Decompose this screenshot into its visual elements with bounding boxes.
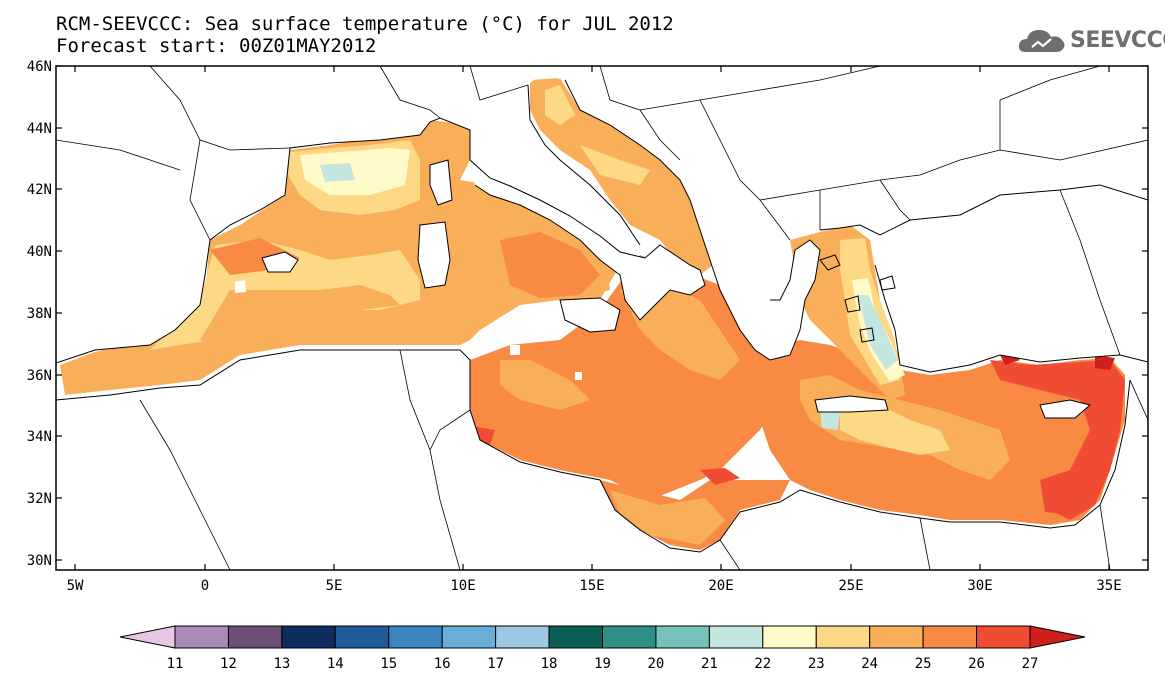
lat-label: 46N — [27, 59, 52, 75]
lat-label: 30N — [27, 553, 52, 569]
lat-label: 32N — [27, 491, 52, 507]
lat-label: 38N — [27, 306, 52, 322]
seevccc-logo: SEEVCCC — [1018, 26, 1165, 56]
lat-label: 36N — [27, 368, 52, 384]
lon-label: 15E — [579, 578, 604, 594]
lon-label: 0 — [201, 578, 209, 594]
cloud-icon — [1018, 30, 1065, 52]
colorbar-swatch — [334, 625, 390, 649]
colorbar-label: 26 — [968, 656, 985, 672]
colorbar-label: 21 — [701, 656, 718, 672]
colorbar-swatch — [922, 625, 978, 649]
colorbar-label: 13 — [273, 656, 290, 672]
colorbar-swatch — [227, 625, 283, 649]
colorbar-swatch — [388, 625, 443, 649]
forecast-start-label: Forecast start: 00Z01MAY2012 — [56, 35, 377, 57]
colorbar-label: 23 — [808, 656, 825, 672]
lon-label: 10E — [450, 578, 475, 594]
colorbar-label: 20 — [648, 656, 665, 672]
colorbar-swatch — [815, 625, 871, 649]
lon-label: 20E — [708, 578, 733, 594]
colorbar: 11 12 13 14 15 16 17 18 19 20 21 22 23 24 25 26 27 — [119, 625, 1086, 672]
colorbar-swatch — [602, 625, 657, 649]
chart-title: RCM-SEEVCCC: Sea surface temperature (°C… — [56, 13, 674, 35]
colorbar-swatch — [976, 625, 1031, 649]
lat-label: 42N — [27, 182, 52, 198]
colorbar-swatch — [655, 625, 710, 649]
map-area — [56, 66, 1148, 570]
colorbar-swatch — [869, 625, 924, 649]
land-mask — [56, 66, 1148, 570]
colorbar-swatch — [495, 625, 550, 649]
colorbar-swatch — [441, 625, 497, 649]
colorbar-swatch — [762, 625, 817, 649]
colorbar-swatch — [281, 625, 336, 649]
lat-label: 40N — [27, 244, 52, 260]
colorbar-label: 15 — [380, 656, 397, 672]
colorbar-label: 16 — [434, 656, 451, 672]
map-frame — [55, 65, 1149, 571]
x-axis: 5W 0 5E 10E 15E 20E 25E 30E 35E — [67, 66, 1122, 594]
colorbar-label: 19 — [594, 656, 611, 672]
colorbar-label: 25 — [915, 656, 932, 672]
lon-label: 5W — [67, 578, 84, 594]
lat-label: 34N — [27, 429, 52, 445]
borders — [56, 66, 1148, 570]
coastlines — [56, 79, 1148, 553]
colorbar-label: 14 — [327, 656, 344, 672]
colorbar-label: 17 — [487, 656, 504, 672]
lon-label: 25E — [838, 578, 863, 594]
colorbar-low-arrow — [119, 625, 176, 649]
lon-label: 30E — [967, 578, 992, 594]
colorbar-label: 18 — [541, 656, 558, 672]
colorbar-label: 12 — [220, 656, 237, 672]
lon-label: 35E — [1096, 578, 1121, 594]
logo-text: SEEVCCC — [1070, 28, 1165, 53]
sea-temperature-field — [60, 78, 1125, 550]
lon-label: 5E — [326, 578, 343, 594]
colorbar-label: 24 — [861, 656, 878, 672]
colorbar-label: 22 — [754, 656, 771, 672]
colorbar-swatch — [548, 625, 603, 649]
y-axis: 46N 44N 42N 40N 38N 36N 34N 32N 30N — [27, 59, 1148, 569]
colorbar-swatch — [708, 625, 764, 649]
colorbar-label: 27 — [1022, 656, 1039, 672]
lat-label: 44N — [27, 121, 52, 137]
colorbar-label: 11 — [167, 656, 184, 672]
colorbar-high-arrow — [1029, 625, 1086, 649]
colorbar-swatch — [174, 625, 229, 649]
